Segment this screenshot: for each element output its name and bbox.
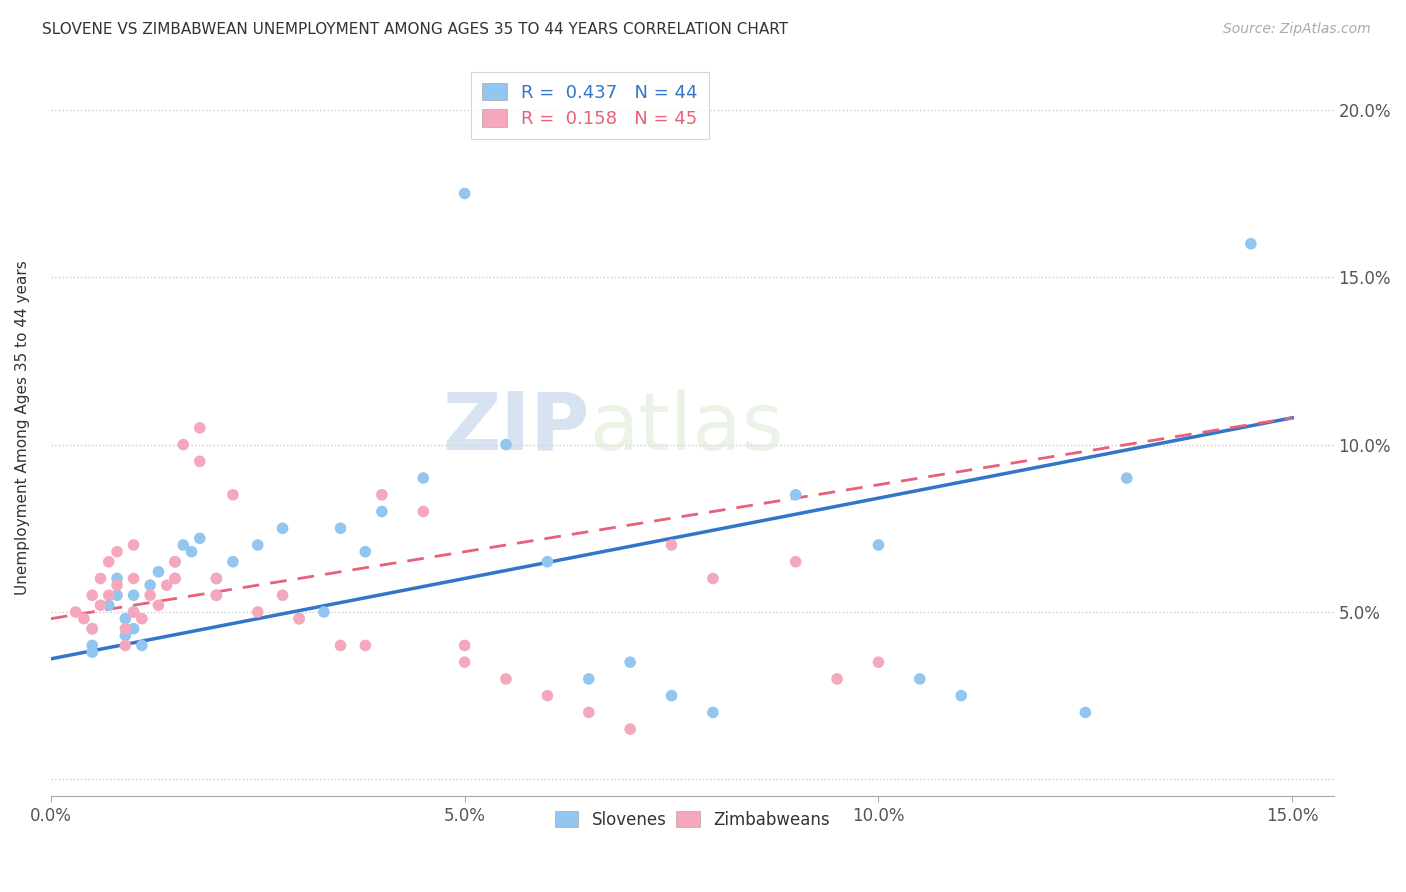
Point xyxy=(536,555,558,569)
Point xyxy=(105,588,128,602)
Point xyxy=(1240,236,1263,251)
Text: atlas: atlas xyxy=(589,389,785,467)
Point xyxy=(148,599,170,613)
Point xyxy=(114,622,136,636)
Point xyxy=(329,639,352,653)
Point xyxy=(163,572,186,586)
Point xyxy=(122,622,145,636)
Point xyxy=(246,605,269,619)
Point xyxy=(105,572,128,586)
Point xyxy=(371,488,394,502)
Point xyxy=(785,555,807,569)
Point xyxy=(114,628,136,642)
Point xyxy=(908,672,931,686)
Point xyxy=(950,689,973,703)
Point xyxy=(868,538,890,552)
Point xyxy=(82,622,104,636)
Point xyxy=(222,488,245,502)
Point xyxy=(329,521,352,535)
Point xyxy=(412,471,434,485)
Point xyxy=(312,605,335,619)
Point xyxy=(188,421,211,435)
Point xyxy=(246,538,269,552)
Point xyxy=(825,672,848,686)
Point xyxy=(453,655,475,669)
Point xyxy=(82,645,104,659)
Point xyxy=(122,605,145,619)
Point xyxy=(661,689,683,703)
Point xyxy=(139,588,162,602)
Legend: Slovenes, Zimbabweans: Slovenes, Zimbabweans xyxy=(548,805,837,836)
Point xyxy=(1074,706,1097,720)
Point xyxy=(97,588,120,602)
Point xyxy=(412,504,434,518)
Point xyxy=(131,612,153,626)
Point xyxy=(578,706,600,720)
Point xyxy=(453,639,475,653)
Point xyxy=(205,572,228,586)
Point xyxy=(122,588,145,602)
Point xyxy=(114,612,136,626)
Point xyxy=(172,437,194,451)
Point xyxy=(65,605,87,619)
Point xyxy=(89,572,111,586)
Point xyxy=(868,655,890,669)
Point xyxy=(73,612,96,626)
Point xyxy=(288,612,311,626)
Point xyxy=(288,612,311,626)
Point xyxy=(702,572,724,586)
Point xyxy=(105,578,128,592)
Point xyxy=(271,521,294,535)
Point xyxy=(122,605,145,619)
Point xyxy=(188,531,211,545)
Point xyxy=(97,555,120,569)
Y-axis label: Unemployment Among Ages 35 to 44 years: Unemployment Among Ages 35 to 44 years xyxy=(15,260,30,595)
Point xyxy=(495,672,517,686)
Point xyxy=(661,538,683,552)
Point xyxy=(131,639,153,653)
Point xyxy=(148,565,170,579)
Point xyxy=(205,588,228,602)
Text: ZIP: ZIP xyxy=(443,389,589,467)
Point xyxy=(180,545,202,559)
Point xyxy=(619,722,641,736)
Point xyxy=(82,588,104,602)
Point xyxy=(354,639,377,653)
Point xyxy=(89,599,111,613)
Point xyxy=(271,588,294,602)
Point xyxy=(163,555,186,569)
Point xyxy=(82,639,104,653)
Text: SLOVENE VS ZIMBABWEAN UNEMPLOYMENT AMONG AGES 35 TO 44 YEARS CORRELATION CHART: SLOVENE VS ZIMBABWEAN UNEMPLOYMENT AMONG… xyxy=(42,22,789,37)
Point xyxy=(354,545,377,559)
Point xyxy=(1115,471,1137,485)
Point xyxy=(188,454,211,468)
Point xyxy=(122,572,145,586)
Point xyxy=(156,578,179,592)
Point xyxy=(785,488,807,502)
Point xyxy=(619,655,641,669)
Point xyxy=(453,186,475,201)
Text: Source: ZipAtlas.com: Source: ZipAtlas.com xyxy=(1223,22,1371,37)
Point xyxy=(495,437,517,451)
Point xyxy=(371,504,394,518)
Point xyxy=(163,555,186,569)
Point xyxy=(702,706,724,720)
Point xyxy=(82,622,104,636)
Point xyxy=(536,689,558,703)
Point xyxy=(139,578,162,592)
Point xyxy=(578,672,600,686)
Point xyxy=(105,545,128,559)
Point xyxy=(122,538,145,552)
Point xyxy=(97,599,120,613)
Point xyxy=(222,555,245,569)
Point xyxy=(114,639,136,653)
Point xyxy=(172,538,194,552)
Point xyxy=(205,588,228,602)
Point xyxy=(163,572,186,586)
Point xyxy=(205,572,228,586)
